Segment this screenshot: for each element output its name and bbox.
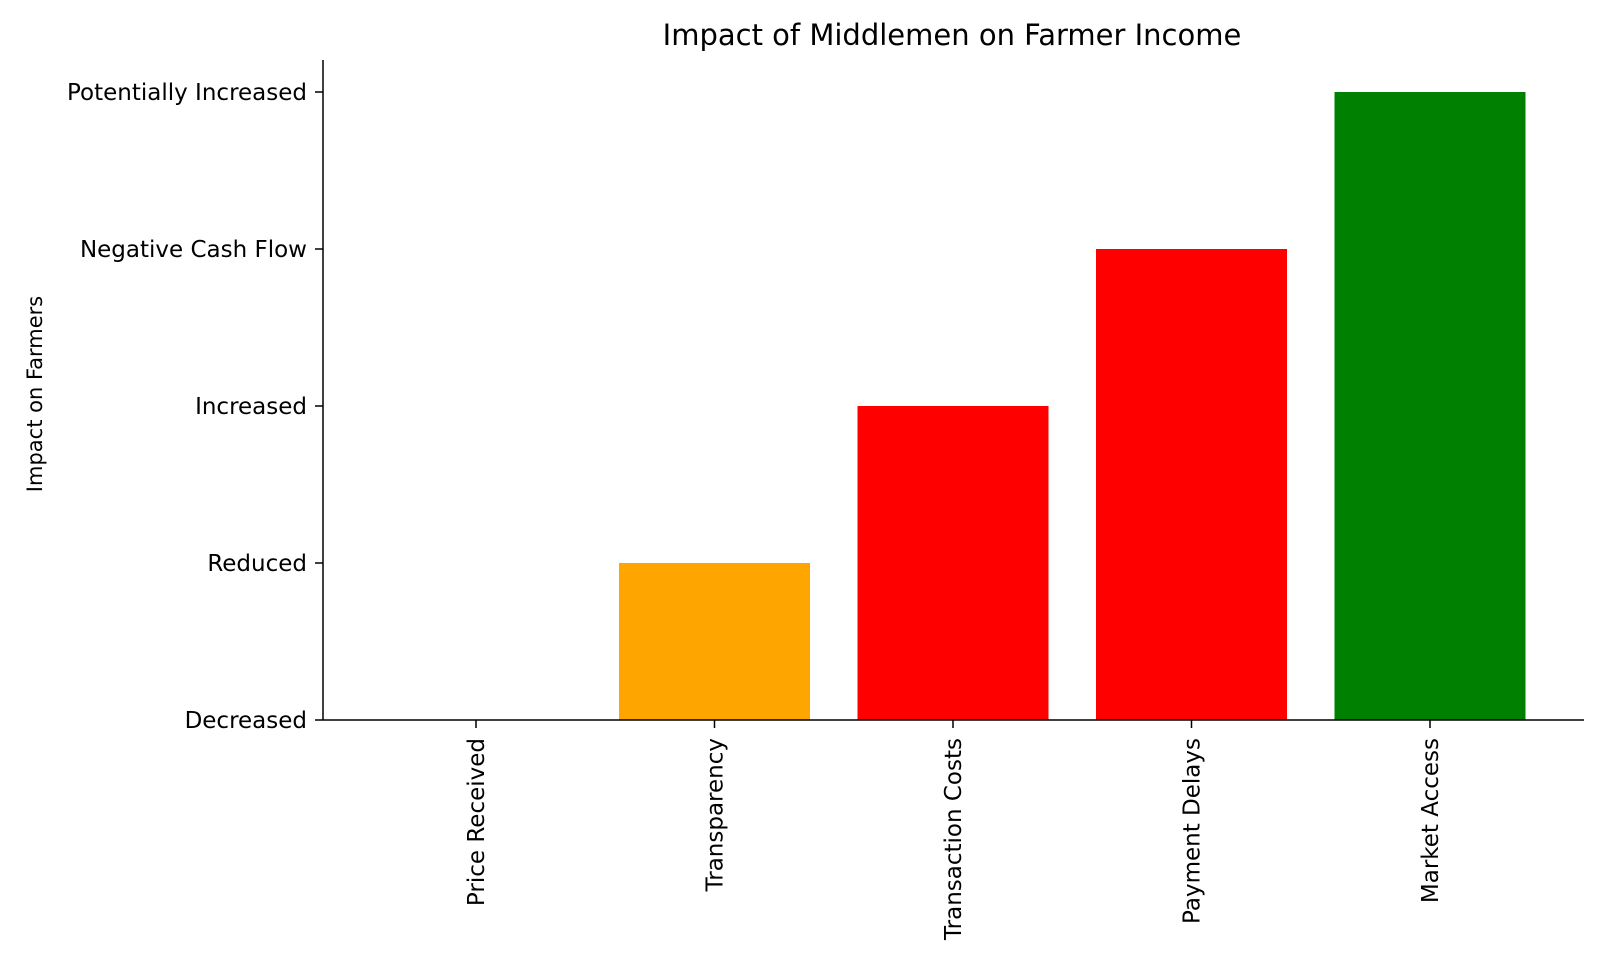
y-tick-label: Decreased: [185, 708, 307, 734]
bars: [619, 92, 1526, 720]
chart-title: Impact of Middlemen on Farmer Income: [663, 18, 1242, 52]
x-tick-label: Transaction Costs: [941, 738, 967, 941]
y-tick-label: Negative Cash Flow: [80, 237, 307, 263]
bar-transaction-costs: [857, 406, 1049, 720]
y-tick-label: Reduced: [207, 551, 307, 577]
x-tick-label: Payment Delays: [1180, 738, 1206, 924]
bar-payment-delays: [1096, 249, 1287, 720]
x-tick-label: Transparency: [703, 738, 729, 892]
y-axis-ticks: Decreased Reduced Increased Negative Cash F…: [67, 80, 323, 734]
y-tick-label: Increased: [195, 394, 307, 420]
x-axis-ticks: Price Received Transparency Transaction Co…: [464, 720, 1444, 941]
y-tick-label: Potentially Increased: [67, 80, 307, 106]
x-tick-label: Price Received: [464, 738, 490, 906]
plot-area: Decreased Reduced Increased Negative Cash F…: [67, 60, 1584, 941]
bar-transparency: [619, 563, 810, 720]
x-tick-label: Market Access: [1418, 738, 1444, 903]
bar-market-access: [1334, 92, 1526, 720]
y-axis-label: Impact on Farmers: [23, 296, 47, 492]
